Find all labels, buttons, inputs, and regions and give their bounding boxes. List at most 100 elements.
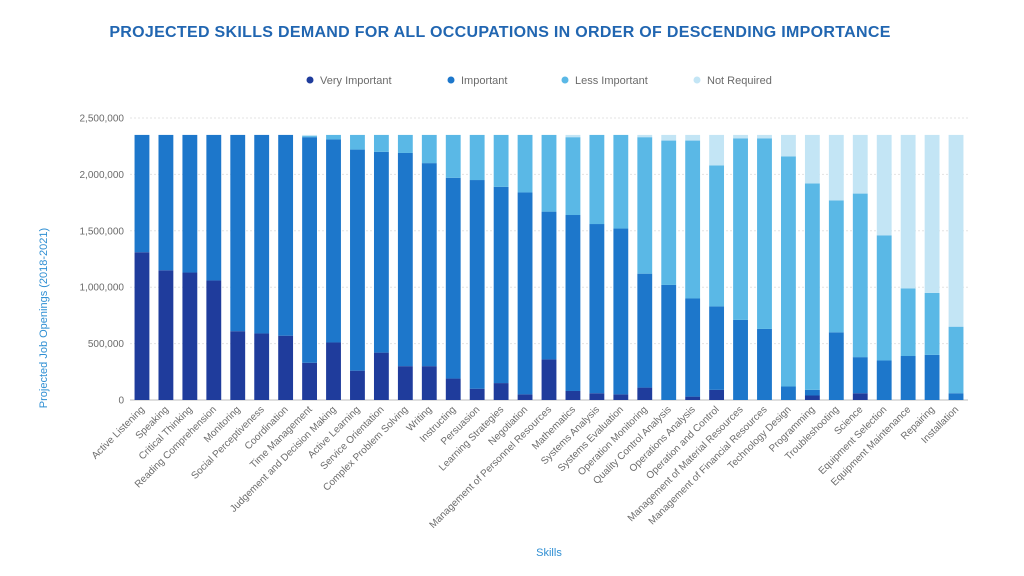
bar-segment [924, 292, 940, 355]
bar-segment [302, 136, 317, 138]
bar-segment [685, 298, 701, 397]
bar-segment [661, 284, 677, 400]
bar-segment [445, 177, 461, 379]
bar-segment [757, 328, 772, 400]
bar-segment [326, 134, 341, 140]
bar-segment [900, 134, 916, 289]
bar-segment [397, 152, 413, 367]
bar-segment [421, 366, 437, 400]
bar-segment [900, 288, 916, 357]
y-axis: 0 500,000 1,000,000 1,500,000 2,000,000 2,500… [80, 114, 125, 407]
bar-segment [517, 192, 533, 395]
bar-segment [134, 252, 150, 400]
legend-label: Not Required [707, 75, 772, 87]
bar-segment [828, 134, 844, 201]
bar-segment [350, 149, 365, 371]
bar-segment [589, 224, 605, 394]
legend-marker [306, 76, 314, 84]
bar-segment [685, 396, 701, 400]
bars [134, 134, 964, 400]
bar-segment [733, 319, 748, 400]
y-tick-label: 0 [118, 396, 124, 407]
bar-segment [397, 366, 413, 400]
bar-segment [876, 235, 892, 361]
bar-segment [302, 362, 317, 400]
bar-segment [421, 163, 437, 367]
bar-segment [134, 134, 150, 253]
legend-item[interactable]: Not Required [693, 75, 772, 87]
bar-segment [326, 139, 341, 343]
bar-segment [613, 394, 629, 400]
bar-segment [182, 134, 198, 273]
bar-segment [230, 134, 246, 332]
bar-segment [302, 134, 317, 137]
bar-segment [852, 393, 868, 400]
bar-segment [685, 140, 701, 299]
bar-segment [948, 393, 964, 400]
legend-label: Less Important [575, 75, 648, 87]
bar-segment [828, 332, 844, 400]
bar-segment [206, 280, 222, 400]
bar-segment [517, 134, 533, 193]
bar-segment [493, 383, 509, 400]
y-axis-title: Projected Job Openings (2018-2021) [38, 228, 50, 408]
bar-segment [565, 215, 581, 391]
bar-segment [828, 200, 844, 333]
bar-segment [278, 134, 294, 336]
bar-segment [900, 356, 916, 400]
bar-segment [948, 326, 964, 394]
bar-segment [709, 389, 725, 400]
bar-segment [230, 331, 246, 400]
bar-segment [733, 138, 748, 320]
legend-marker [447, 76, 455, 84]
bar-segment [350, 134, 365, 150]
bar-segment [781, 134, 796, 157]
y-tick-label: 2,000,000 [80, 170, 125, 181]
legend-label: Very Important [320, 75, 392, 87]
bar-segment [733, 134, 748, 139]
bar-segment [637, 137, 653, 274]
y-tick-label: 1,500,000 [80, 226, 125, 237]
bar-segment [254, 333, 270, 400]
bar-segment [804, 183, 820, 390]
bar-segment [637, 134, 653, 138]
bar-segment [445, 134, 461, 178]
bar-segment [637, 387, 653, 400]
bar-segment [685, 134, 701, 141]
bar-segment [637, 273, 653, 388]
x-axis-title: Skills [536, 547, 562, 559]
legend-item[interactable]: Important [447, 75, 508, 87]
bar-segment [326, 342, 341, 400]
bar-segment [757, 134, 772, 139]
bar-segment [541, 211, 557, 360]
bar-segment [565, 134, 581, 138]
bar-segment [948, 134, 964, 327]
bar-segment [924, 354, 940, 400]
bar-segment [254, 134, 270, 334]
legend-marker [693, 76, 701, 84]
bar-segment [661, 134, 677, 141]
bar-segment [302, 137, 317, 363]
bar-segment [852, 193, 868, 358]
legend-label: Important [461, 75, 507, 87]
bar-segment [373, 134, 389, 152]
bar-segment [373, 151, 389, 353]
bar-segment [182, 272, 198, 400]
bar-segment [469, 180, 485, 389]
legend-marker [561, 76, 569, 84]
bar-segment [565, 390, 581, 400]
bar-segment [589, 393, 605, 400]
bar-segment [469, 388, 485, 400]
y-tick-label: 2,500,000 [80, 114, 125, 125]
legend-item[interactable]: Less Important [561, 75, 648, 87]
bar-segment [757, 138, 772, 329]
bar-segment [206, 134, 222, 281]
bar-segment [804, 395, 820, 400]
bar-segment [781, 156, 796, 387]
legend-item[interactable]: Very Important [306, 75, 392, 87]
y-tick-label: 500,000 [88, 339, 125, 350]
bar-segment [421, 134, 437, 164]
bar-segment [613, 228, 629, 395]
